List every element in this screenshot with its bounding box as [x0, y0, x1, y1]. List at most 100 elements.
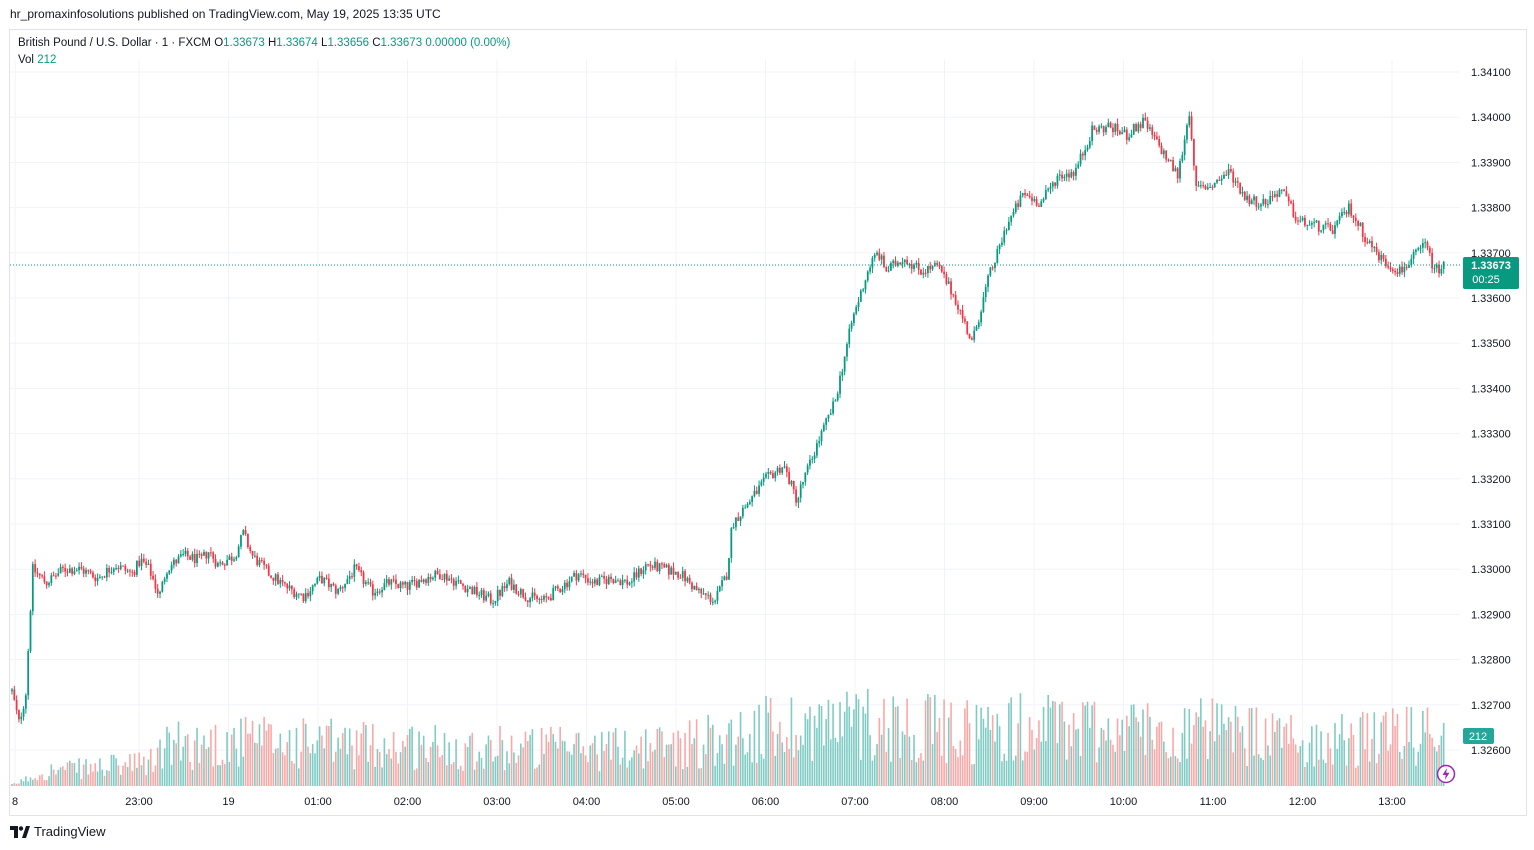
- candle-body: [536, 595, 538, 600]
- close-label: C: [372, 37, 381, 49]
- y-tick-label: 1.33800: [1471, 203, 1511, 215]
- volume-bar: [735, 744, 737, 786]
- candle-body: [681, 571, 684, 578]
- candle-body: [284, 582, 286, 584]
- volume-bar: [730, 719, 733, 786]
- volume-bar: [1431, 737, 1433, 786]
- volume-bar: [330, 718, 332, 786]
- candle-body: [1257, 206, 1260, 208]
- volume-bar: [348, 728, 351, 786]
- x-tick-label: 03:00: [483, 796, 511, 808]
- candle-body: [1031, 197, 1033, 201]
- volume-bar: [1017, 723, 1019, 786]
- candle-body: [1440, 268, 1443, 274]
- volume-bar: [263, 716, 265, 786]
- candle-body: [302, 593, 305, 602]
- volume-value: 212: [37, 54, 57, 66]
- volume-bar: [1429, 734, 1431, 786]
- volume-bar: [644, 729, 647, 786]
- volume-bar: [478, 751, 481, 786]
- volume-bar: [1398, 751, 1401, 786]
- candle-body: [362, 572, 365, 584]
- volume-bar: [975, 704, 978, 786]
- candle-body: [797, 497, 800, 503]
- candle-body: [776, 467, 779, 473]
- candle-body: [381, 589, 383, 593]
- volume-bar: [1095, 762, 1098, 786]
- candle-body: [982, 297, 985, 312]
- volume-bar: [654, 749, 656, 786]
- candle-body: [485, 595, 488, 601]
- volume-bar: [684, 733, 686, 786]
- volume-bar: [189, 761, 191, 786]
- volume-bar: [908, 736, 911, 786]
- candle-body: [15, 699, 18, 711]
- volume-bar: [651, 751, 654, 786]
- candle-body: [1058, 174, 1061, 176]
- tradingview-logo[interactable]: TradingView: [10, 824, 106, 839]
- candle-body: [166, 573, 168, 579]
- volume-bar: [1401, 758, 1403, 786]
- candle-body: [524, 597, 527, 601]
- volume-bar: [1075, 729, 1077, 786]
- candle-body: [846, 344, 848, 357]
- volume-bar: [136, 767, 138, 786]
- candle-body: [1125, 129, 1128, 140]
- candle-body: [619, 580, 622, 586]
- candle-body: [341, 587, 344, 589]
- candle-body: [600, 576, 603, 578]
- candle-body: [1068, 173, 1070, 178]
- volume-bar: [517, 755, 520, 786]
- volume-bar: [809, 706, 811, 786]
- candle-body: [85, 570, 87, 574]
- volume-bar: [122, 765, 124, 786]
- candle-body: [1026, 194, 1029, 196]
- volume-bar: [1003, 753, 1006, 786]
- volume-bar: [409, 728, 411, 786]
- volume-bar: [614, 727, 617, 786]
- candle-body: [529, 598, 531, 603]
- volume-bar: [1260, 758, 1262, 786]
- lightning-icon[interactable]: [1436, 764, 1456, 784]
- candle-body: [277, 574, 279, 584]
- volume-bar: [718, 735, 721, 786]
- candle-body: [1091, 125, 1094, 142]
- candle-body: [984, 286, 987, 298]
- candle-body: [788, 471, 791, 485]
- y-tick-label: 1.33400: [1471, 383, 1511, 395]
- candle-body: [862, 289, 865, 291]
- volume-bar: [996, 713, 999, 786]
- volume-bar: [233, 727, 235, 786]
- candle-body: [852, 313, 855, 323]
- volume-bar: [323, 748, 326, 786]
- candle-body: [135, 560, 138, 575]
- candle-body: [841, 371, 844, 376]
- candle-body: [1248, 195, 1251, 205]
- candle-body: [980, 311, 983, 323]
- volume-bar: [339, 748, 342, 786]
- chart-frame[interactable]: [9, 29, 1527, 816]
- candle-body: [1435, 264, 1438, 269]
- candle-body: [695, 586, 698, 591]
- candle-body: [1001, 242, 1003, 246]
- candle-body: [1415, 249, 1417, 252]
- volume-bar: [582, 746, 585, 786]
- candle-body: [1137, 124, 1140, 132]
- volume-bar: [94, 763, 97, 786]
- volume-bar: [1336, 748, 1339, 786]
- candle-body: [640, 568, 643, 574]
- candle-body: [223, 564, 226, 566]
- volume-bar: [140, 765, 143, 786]
- volume-bar: [829, 739, 832, 786]
- volume-bar: [1422, 710, 1424, 786]
- candle-body: [173, 559, 175, 566]
- symbol-title[interactable]: British Pound / U.S. Dollar · 1 · FXCM: [18, 37, 211, 49]
- volume-bar: [133, 753, 136, 786]
- candle-body: [1042, 198, 1045, 202]
- volume-bar: [681, 769, 684, 786]
- candle-body: [267, 565, 270, 576]
- candle-body: [434, 570, 437, 578]
- candle-body: [718, 586, 721, 592]
- candle-body: [1336, 220, 1339, 226]
